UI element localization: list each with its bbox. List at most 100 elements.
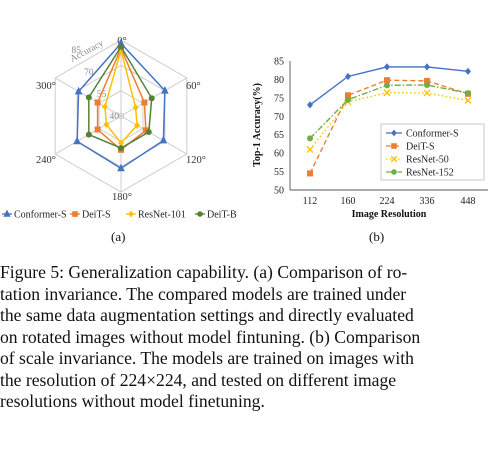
data-point [384, 82, 390, 89]
data-point [424, 77, 430, 84]
subfigure-a-label: (a) [111, 229, 126, 244]
radar-point [103, 120, 110, 129]
x-axis-title: Image Resolution [352, 209, 427, 220]
y-tick-label: 50 [274, 186, 284, 197]
line-chart-axes [289, 61, 488, 191]
legend-marker [391, 143, 397, 149]
caption-line: of scale invariance. The models are trai… [0, 348, 414, 368]
legend-label: DeiT-B [207, 210, 237, 221]
radar-point [161, 85, 169, 94]
data-point [423, 89, 431, 97]
legend-marker [197, 211, 203, 217]
radar-point [118, 46, 124, 54]
caption-line: resolutions without model finetuning. [0, 391, 265, 411]
radar-ring-labels: 40 55 70 85 [72, 46, 120, 122]
radar-angle-label: 300° [36, 81, 56, 92]
legend-marker [391, 169, 397, 175]
figure-caption: Figure 5: Generalization capability. (a)… [0, 262, 500, 413]
x-tick-label: 160 [341, 196, 356, 207]
radar-angle-label: 180° [112, 192, 132, 203]
y-tick-label: 85 [274, 57, 284, 68]
radar-point [85, 94, 92, 101]
legend-marker [72, 211, 78, 217]
y-tick-label: 60 [274, 149, 284, 160]
radar-point [118, 145, 124, 152]
legend-label: DeiT-S [406, 142, 435, 153]
line-chart: 50 55 60 65 70 75 80 85 112 160 224 336 448 Image R… [252, 57, 488, 220]
legend-label: ResNet-50 [406, 155, 449, 166]
legend-marker [391, 129, 397, 137]
legend-marker [128, 210, 134, 218]
x-tick-label: 336 [420, 196, 435, 207]
radar-point [101, 103, 108, 111]
data-point [464, 96, 472, 104]
radar-legend: Conformer-S DeiT-S ResNet-101 DeiT-B [2, 209, 237, 221]
line-series [306, 63, 472, 177]
radar-point [142, 127, 149, 134]
caption-line: the same data augmentation settings and … [0, 305, 414, 325]
legend-label: DeiT-S [82, 210, 111, 221]
radar-point [94, 126, 101, 133]
radar-point [94, 99, 101, 106]
radar-angle-label: 120° [186, 155, 206, 166]
radar-spoke [120, 115, 188, 155]
radar-point [148, 95, 155, 102]
x-tick-label: 224 [380, 196, 395, 207]
y-tick-label: 65 [274, 130, 284, 141]
data-point [465, 67, 471, 75]
caption-line: on rotated images without model fintunin… [0, 326, 421, 347]
radar-series [73, 38, 169, 172]
data-point [384, 77, 390, 84]
legend-marker [3, 209, 11, 217]
data-point [424, 81, 430, 88]
y-axis-title: Top-1 Accuracy(%) [252, 83, 263, 167]
data-point [383, 89, 391, 97]
radar-point [118, 43, 124, 50]
y-tick-label: 80 [274, 75, 284, 86]
radar-ring-label: 40 [110, 112, 120, 122]
data-point [424, 63, 430, 71]
radar-angle-label: 240° [36, 155, 56, 166]
radar-point [118, 139, 124, 147]
radar-point [132, 103, 139, 112]
legend-label: Conformer-S [406, 129, 459, 140]
radar-point [117, 163, 125, 172]
radar-point [85, 131, 92, 138]
y-tick-label: 55 [274, 167, 284, 178]
axis-titles: Image Resolution Top-1 Accuracy(%) [252, 83, 427, 220]
radar-ring-label: 70 [84, 68, 94, 78]
caption-line: tation invariance. The compared models a… [0, 283, 407, 304]
data-point [307, 135, 313, 142]
legend-label: ResNet-152 [406, 168, 454, 179]
caption-line: Figure 5: Generalization capability. (a)… [0, 262, 408, 282]
radar-point [73, 136, 81, 145]
radar-point [134, 121, 141, 129]
data-point [345, 92, 351, 99]
radar-series-resnet-101 [101, 46, 141, 147]
subfigure-b-label: (b) [369, 229, 385, 244]
x-tick-labels: 112 160 224 336 448 [303, 196, 476, 207]
y-tick-label: 75 [274, 93, 284, 104]
y-tick-labels: 50 55 60 65 70 75 80 85 [274, 57, 284, 197]
data-point [345, 96, 351, 103]
legend-marker [390, 155, 398, 163]
radar-point [145, 129, 152, 136]
data-point [384, 63, 390, 71]
caption-line: the resolution of 224×224, and tested on… [0, 369, 397, 390]
radar-point [141, 99, 148, 106]
x-tick-label: 448 [461, 196, 476, 207]
line-legend: Conformer-S DeiT-S ResNet-50 ResNet-152 [380, 123, 485, 181]
data-point [307, 101, 313, 109]
data-point [307, 170, 313, 177]
radar-point [159, 135, 168, 144]
radar-series-deit-b [85, 43, 155, 152]
line-series-conformer-s [307, 63, 471, 109]
radar-ring-label: 85 [72, 46, 82, 56]
radar-point [74, 86, 83, 95]
data-point [345, 72, 351, 81]
legend-label: ResNet-101 [138, 210, 186, 221]
legend-label: Conformer-S [14, 210, 67, 221]
radar-angle-label: 60° [186, 81, 201, 92]
x-tick-label: 112 [303, 196, 318, 207]
